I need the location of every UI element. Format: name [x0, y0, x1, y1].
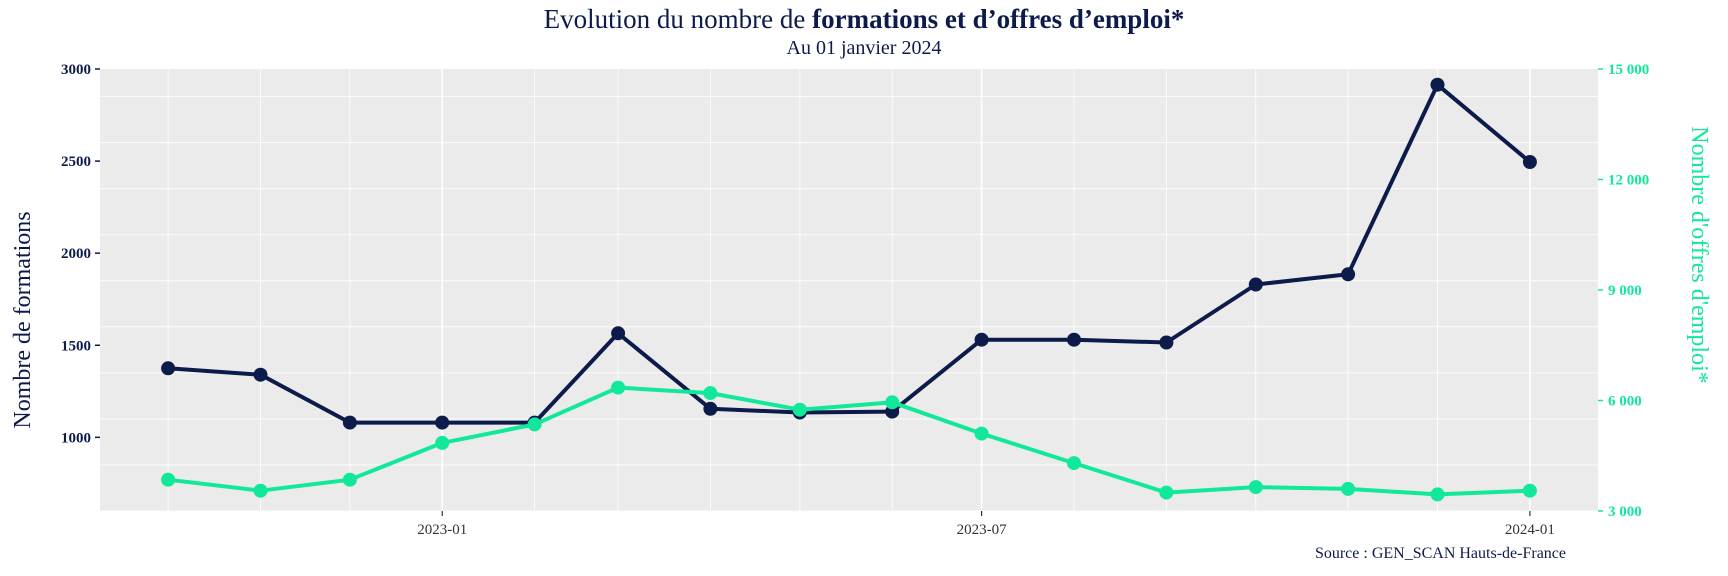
data-point-offres [792, 402, 807, 417]
data-point-formations [161, 361, 176, 376]
series-line-formations [167, 82, 1532, 425]
y-tick-label-right: 12 000 [1608, 173, 1649, 189]
data-point-formations [974, 332, 989, 347]
data-point-formations [611, 326, 626, 341]
y-tick-label-right: 3 000 [1608, 504, 1642, 520]
data-point-offres [342, 472, 357, 487]
data-point-offres [1430, 487, 1445, 502]
data-point-offres [611, 380, 626, 395]
data-point-formations [1159, 335, 1174, 350]
source-note: Source : GEN_SCAN Hauts-de-France [1314, 545, 1566, 562]
y-axis-label-right: Nombre d'offres d'emploi* [1686, 126, 1712, 383]
data-point-formations [435, 415, 450, 430]
chart-title-prefix: Evolution du nombre de [543, 4, 813, 34]
data-point-offres [253, 483, 268, 498]
data-point-offres [1341, 481, 1356, 496]
data-point-formations [1430, 77, 1445, 92]
y-tick-label-left: 3000 [61, 62, 91, 78]
y-tick-label-left: 1500 [61, 338, 91, 354]
data-point-offres [161, 472, 176, 487]
data-point-offres [1248, 480, 1263, 495]
x-tick-label: 2023-07 [957, 522, 1007, 538]
data-point-formations [1248, 277, 1263, 292]
data-point-offres [527, 417, 542, 432]
y-tick-label-left: 1000 [61, 430, 91, 446]
x-tick-label: 2024-01 [1505, 522, 1555, 538]
y-tick-label-right: 9 000 [1608, 283, 1642, 299]
y-tick-label-right: 15 000 [1608, 62, 1649, 78]
data-point-offres [1522, 483, 1537, 498]
x-tick-label: 2023-01 [417, 522, 467, 538]
axes: 3000 2500 2000 1500 1000 15 000 12 000 9 000 6 0… [61, 62, 1649, 538]
chart-subtitle: Au 01 janvier 2024 [786, 37, 942, 59]
y-tick-label-left: 2000 [61, 246, 91, 262]
data-point-offres [1159, 485, 1174, 500]
chart-title-bold: formations et d’offres d’emploi* [812, 4, 1185, 34]
data-point-offres [885, 395, 900, 410]
data-point-formations [1522, 155, 1537, 169]
series-layer [161, 77, 1537, 502]
data-point-formations [1341, 267, 1356, 282]
data-point-offres [435, 435, 450, 450]
y-axis-label-left: Nombre de formations [10, 211, 36, 428]
data-point-offres [974, 426, 989, 441]
data-point-formations [703, 401, 718, 416]
data-point-formations [342, 415, 357, 430]
chart-title: Evolution du nombre de formations et d’o… [0, 4, 1728, 35]
data-point-offres [1067, 456, 1081, 471]
data-point-formations [1067, 332, 1081, 347]
data-point-offres [703, 386, 718, 401]
plot-panel [100, 69, 1598, 511]
data-point-formations [253, 367, 268, 382]
series-line-offres [167, 385, 1530, 497]
y-tick-label-right: 6 000 [1608, 394, 1642, 410]
y-tick-label-left: 2500 [61, 154, 91, 170]
